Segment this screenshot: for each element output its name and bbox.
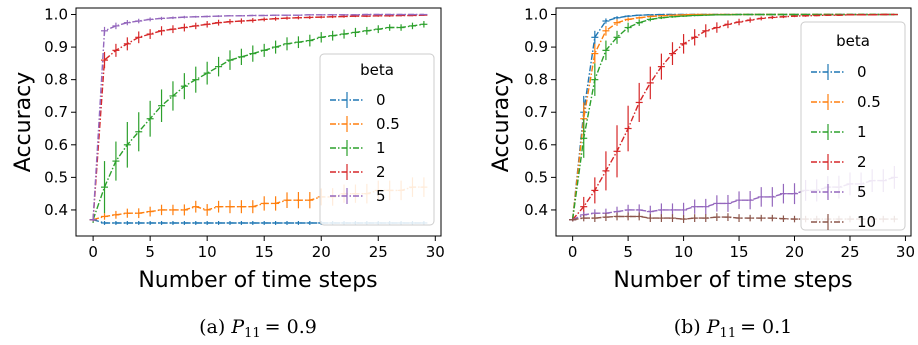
legend-label: 5 (857, 183, 867, 201)
chart-panel-b: 0 5 10 15 20 25 30 0.40.50.60.70.80.91.0 Numbe… (489, 6, 915, 341)
x-axis-label: Number of time steps (613, 268, 852, 293)
legend-label: 10 (857, 213, 876, 231)
plot-frame (75, 7, 442, 237)
y-tick-label: 0.9 (524, 38, 548, 56)
legend-item: 0 (811, 63, 867, 81)
legend-box (800, 21, 906, 231)
y-axis-label: Accuracy (11, 72, 36, 172)
legend-items: 0 0.5 1 2 5 10 (811, 63, 881, 231)
y-axis-ticks: 0.4 0.5 0.6 0.7 0.8 0.9 1.0 (44, 6, 76, 219)
x-tick-label: 0 (568, 243, 578, 261)
x-axis-ticks: 0 5 10 15 20 25 30 (88, 236, 445, 261)
y-tick-label: 0.5 (44, 168, 68, 186)
y-tick-label: 0.4 (524, 201, 548, 219)
series-1 (89, 21, 428, 223)
y-tick-label: 0.7 (44, 103, 68, 121)
legend-item: 0.5 (330, 115, 400, 133)
legend-label: 0 (857, 63, 867, 81)
legend-label: 0.5 (857, 93, 881, 111)
legend-label: 1 (857, 123, 867, 141)
x-tick-label: 30 (896, 243, 915, 261)
legend-item: 0.5 (811, 93, 881, 111)
x-axis-ticks: 0 5 10 15 20 25 30 (568, 236, 915, 261)
legend-label: 0 (376, 91, 386, 109)
x-tick-label: 10 (198, 243, 217, 261)
legend: beta 0 0.5 1 2 5 (319, 53, 435, 226)
y-tick-label: 0.8 (524, 71, 548, 89)
x-tick-label: 10 (674, 243, 693, 261)
legend-label: 2 (376, 163, 386, 181)
legend-item: 5 (330, 187, 386, 205)
legend-label: 2 (857, 153, 867, 171)
y-tick-label: 1.0 (524, 6, 548, 24)
y-tick-label: 0.5 (524, 168, 548, 186)
x-tick-label: 20 (312, 243, 331, 261)
legend-title: beta (360, 61, 394, 79)
chart-panel-a: 0 5 10 15 20 25 30 0.40.50.60.70.80.91.0 Numbe… (11, 6, 445, 341)
caption-value: = 0.1 (740, 316, 792, 338)
plot-frame (555, 7, 912, 237)
caption-variable: P (706, 316, 721, 338)
caption-prefix: (a) (199, 316, 225, 338)
legend-label: 1 (376, 139, 386, 157)
legend-items: 0 0.5 1 2 5 (330, 91, 400, 205)
legend-item: 5 (811, 183, 867, 201)
y-tick-label: 0.6 (524, 136, 548, 154)
y-tick-label: 0.6 (44, 136, 68, 154)
legend: beta 0 0.5 1 2 5 10 (800, 21, 906, 231)
y-tick-label: 1.0 (44, 6, 68, 24)
y-tick-label: 0.4 (44, 201, 68, 219)
series-2 (89, 14, 428, 222)
caption: (b) P11 = 0.1 (674, 316, 793, 341)
y-tick-label: 0.7 (524, 103, 548, 121)
x-tick-label: 15 (255, 243, 274, 261)
caption-variable: P (230, 316, 245, 338)
y-tick-label: 0.9 (44, 38, 68, 56)
caption-subscript: 11 (244, 326, 261, 341)
legend-item: 10 (811, 213, 876, 231)
legend-label: 0.5 (376, 115, 400, 133)
series-5 (89, 13, 428, 222)
legend-item: 1 (330, 139, 386, 157)
legend-item: 2 (330, 163, 386, 181)
legend-item: 0 (330, 91, 386, 109)
y-axis-ticks: 0.4 0.5 0.6 0.7 0.8 0.9 1.0 (524, 6, 556, 219)
x-tick-label: 30 (426, 243, 445, 261)
legend-item: 2 (811, 153, 867, 171)
caption-prefix: (b) (674, 316, 701, 338)
legend-label: 5 (376, 187, 386, 205)
x-tick-label: 5 (623, 243, 633, 261)
x-tick-label: 20 (785, 243, 804, 261)
caption: (a) P11 = 0.9 (199, 316, 317, 341)
x-tick-label: 15 (730, 243, 749, 261)
x-tick-label: 5 (145, 243, 155, 261)
y-axis-label: Accuracy (489, 72, 514, 172)
series-2 (569, 13, 898, 222)
x-tick-label: 25 (369, 243, 388, 261)
caption-subscript: 11 (720, 326, 737, 341)
x-tick-label: 0 (88, 243, 98, 261)
x-axis-label: Number of time steps (138, 268, 377, 293)
caption-value: = 0.9 (265, 316, 317, 338)
x-tick-label: 25 (840, 243, 859, 261)
y-tick-label: 0.8 (44, 71, 68, 89)
legend-box (319, 53, 435, 226)
legend-item: 1 (811, 123, 867, 141)
legend-title: beta (836, 32, 870, 50)
